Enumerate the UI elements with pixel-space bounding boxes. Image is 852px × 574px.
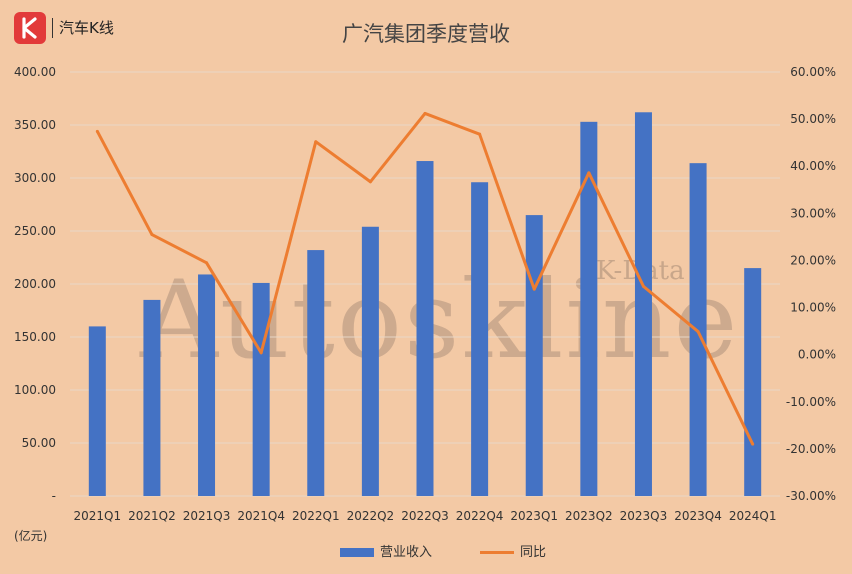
x-tick-label: 2023Q1 <box>510 509 558 523</box>
legend-label-revenue: 营业收入 <box>380 545 433 560</box>
brand-logo <box>14 12 46 44</box>
x-tick-label: 2022Q3 <box>401 509 449 523</box>
revenue-bar <box>416 161 434 497</box>
y-right-tick-label: 50.00% <box>790 112 836 126</box>
x-tick-label: 2022Q1 <box>292 509 340 523</box>
y-left-tick-label: 400.00 <box>14 65 56 79</box>
legend-label-yoy: 同比 <box>520 545 547 560</box>
revenue-bar <box>689 163 707 496</box>
yoy-point <box>478 132 482 136</box>
y-left-tick-label: 150.00 <box>14 330 56 344</box>
revenue-bar <box>252 282 270 496</box>
y-right-tick-label: 30.00% <box>790 206 836 220</box>
y-left-tick-label: 350.00 <box>14 118 56 132</box>
x-tick-label: 2021Q4 <box>237 509 285 523</box>
x-tick-label: 2024Q1 <box>729 509 777 523</box>
revenue-bar <box>744 268 762 496</box>
x-tick-label: 2021Q3 <box>183 509 231 523</box>
y-right-tick-label: 10.00% <box>790 301 836 315</box>
revenue-bar <box>143 299 161 496</box>
y-right-tick-label: -20.00% <box>786 442 836 456</box>
x-tick-label: 2021Q1 <box>73 509 121 523</box>
yoy-point <box>314 140 318 144</box>
y-right-tick-label: 20.00% <box>790 253 836 267</box>
x-tick-label: 2023Q3 <box>620 509 668 523</box>
y-right-tick-label: 60.00% <box>790 65 836 79</box>
revenue-bar <box>198 274 216 496</box>
yoy-point <box>532 287 536 291</box>
brand-divider <box>52 18 53 38</box>
y-right-tick-label: 0.00% <box>798 348 836 362</box>
x-tick-label: 2021Q2 <box>128 509 176 523</box>
revenue-bar <box>88 326 106 496</box>
revenue-bar <box>307 250 325 496</box>
revenue-bar <box>580 121 598 496</box>
yoy-point <box>696 330 700 334</box>
x-tick-label: 2022Q4 <box>456 509 504 523</box>
y-right-tick-label: -10.00% <box>786 395 836 409</box>
x-tick-label: 2022Q2 <box>347 509 395 523</box>
x-tick-label: 2023Q4 <box>674 509 722 523</box>
chart-legend: 营业收入 同比 <box>0 541 852 560</box>
yoy-point <box>259 351 263 355</box>
y-left-tick-label: 50.00 <box>22 436 56 450</box>
y-right-tick-label: -30.00% <box>786 489 836 503</box>
revenue-bar <box>361 226 379 496</box>
k-logo-icon <box>22 17 37 39</box>
unit-label: (亿元) <box>14 529 48 543</box>
chart-title: 广汽集团季度营收 <box>342 22 510 46</box>
yoy-point <box>205 261 209 265</box>
revenue-bar <box>525 215 543 496</box>
revenue-bar <box>634 112 652 496</box>
y-right-tick-label: 40.00% <box>790 159 836 173</box>
y-left-tick-label: 100.00 <box>14 383 56 397</box>
yoy-point <box>587 171 591 175</box>
revenue-bar <box>471 182 489 497</box>
legend-item-yoy: 同比 <box>480 541 546 560</box>
y-left-tick-label: 200.00 <box>14 277 56 291</box>
yoy-point <box>423 111 427 115</box>
yoy-point <box>368 180 372 184</box>
yoy-point <box>95 129 99 133</box>
y-left-tick-label: 250.00 <box>14 224 56 238</box>
legend-swatch-line <box>480 551 514 554</box>
yoy-point <box>150 233 154 237</box>
yoy-point <box>751 442 755 446</box>
y-left-tick-label: 300.00 <box>14 171 56 185</box>
x-tick-label: 2023Q2 <box>565 509 613 523</box>
legend-swatch-bar <box>340 548 374 557</box>
yoy-point <box>641 284 645 288</box>
y-left-tick-label: - <box>52 489 56 503</box>
legend-item-revenue: 营业收入 <box>340 541 432 560</box>
brand-name: 汽车K线 <box>59 19 114 37</box>
